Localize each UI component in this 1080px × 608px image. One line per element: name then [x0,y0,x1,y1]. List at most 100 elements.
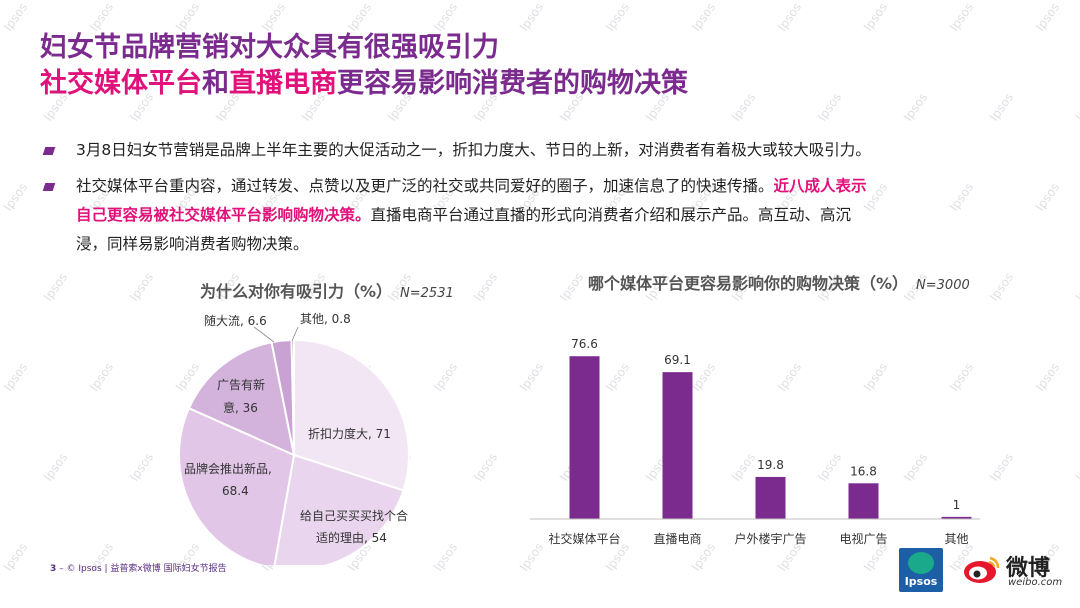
watermark-text: Ipsos [0,180,31,214]
watermark-text: Ipsos [86,0,117,34]
watermark-text: Ipsos [172,0,203,34]
watermark-text: Ipsos [1072,270,1080,304]
bar-value-label: 1 [953,498,961,512]
bar-value-label: 76.6 [571,337,598,351]
title-line-2: 社交媒体平台和直播电商更容易影响消费者的购物决策 [40,66,688,102]
watermark-text: Ipsos [1032,360,1063,394]
bullet-text: 直播电商平台通过直播的形式向消费者介绍和展示产品。高互动、高沉 [370,206,852,224]
bullet-marker-icon [42,147,56,155]
pie-label-reason-2: 适的理由, 54 [316,530,387,545]
ipsos-logo: Ipsos [899,548,943,592]
footer-dash: – [59,564,64,574]
pie-chart-title: 为什么对你有吸引力（%） N=2531 [200,278,454,302]
pie-slice [178,406,296,565]
watermark-text: Ipsos [86,360,117,394]
title-connector: 和 [202,68,229,99]
watermark-text: Ipsos [470,450,501,484]
footer-text: © Ipsos | 益普索x微博 国际妇女节报告 [66,564,227,574]
watermark-text: Ipsos [0,0,31,34]
watermark-text: Ipsos [430,0,461,34]
pie-label-newproduct-2: 68.4 [222,484,249,498]
bar [848,483,879,519]
watermark-text: Ipsos [470,270,501,304]
watermark-text: Ipsos [946,0,977,34]
bullet-text: 浸，同样易影响消费者购物决策。 [76,235,309,253]
title-highlight-social: 社交媒体平台 [40,68,202,99]
watermark-text: Ipsos [40,270,71,304]
bullet-item: 社交媒体平台重内容，通过转发、点赞以及更广泛的社交或共同爱好的圈子，加速信息了的… [40,172,1000,259]
bar-category-label: 电视广告 [839,531,887,546]
pie-title-text: 为什么对你有吸引力（%） [200,282,393,301]
pie-label-reason-1: 给自己买买买找个合 [300,508,408,523]
pie-label-ad-2: 意, 36 [223,400,258,415]
watermark-text: Ipsos [1072,450,1080,484]
watermark-text: Ipsos [728,90,759,124]
pie-slice [273,453,405,565]
bar-title-text: 哪个媒体平台更容易影响你的购物决策（%） [588,274,909,293]
bullet-marker-icon [42,183,56,191]
bullet-item: 3月8日妇女节营销是品牌上半年主要的大促活动之一，折扣力度大、节日的上新，对消费… [40,136,1000,165]
bar [662,372,693,519]
watermark-text: Ipsos [0,540,31,574]
watermark-text: Ipsos [774,0,805,34]
bar [941,516,972,519]
watermark-text: Ipsos [516,0,547,34]
watermark-text: Ipsos [986,450,1017,484]
bar-category-label: 户外楼宇广告 [734,531,806,546]
watermark-text: Ipsos [688,0,719,34]
title-rest: 更容易影响消费者的购物决策 [337,68,688,99]
watermark-text: Ipsos [986,90,1017,124]
bullet-highlight: 自己更容易被社交媒体平台影响购物决策。 [76,206,371,224]
watermark-text: Ipsos [344,0,375,34]
bar [755,476,786,519]
bullet-text: 社交媒体平台重内容，通过转发、点赞以及更广泛的社交或共同爱好的圈子，加速信息了的… [76,177,774,195]
bar [569,356,600,519]
pie-slice [187,341,296,457]
pie-label-discount: 折扣力度大, 71 [308,426,391,441]
watermark-text: Ipsos [126,270,157,304]
watermark-text: Ipsos [258,0,289,34]
watermark-text: Ipsos [900,90,931,124]
pie-label-other: 其他, 0.8 [300,312,351,326]
bar-category-label: 直播电商 [653,531,701,546]
bar-chart: 76.6 社交媒体平台 69.1 直播电商 19.8 户外楼宇广告 16.8 电视广告 1 其他 [530,337,980,546]
ipsos-logo-text: Ipsos [904,575,938,588]
bar-value-label: 19.8 [757,458,784,472]
weibo-logo: 微博 weibo.com [958,548,1070,592]
title-line-1: 妇女节品牌营销对大众具有很强吸引力 [40,32,499,63]
bullet-highlight: 近八成人表示 [773,177,867,195]
bar-sample-size: N=3000 [916,278,970,293]
watermark-text: Ipsos [556,270,587,304]
page-number: 3 [50,564,57,574]
bullet-text: 3月8日妇女节营销是品牌上半年主要的大促活动之一，折扣力度大、节日的上新，对消费… [76,141,871,159]
bar-category-label: 其他 [944,532,968,546]
bar-value-label: 69.1 [664,353,691,367]
watermark-text: Ipsos [0,360,31,394]
watermark-text: Ipsos [986,270,1017,304]
pie-chart: 折扣力度大, 71 给自己买买买找个合 适的理由, 54 品牌会推出新品, 68… [178,312,410,565]
bar-value-label: 16.8 [850,464,877,478]
watermark-text: Ipsos [40,450,71,484]
weibo-logo-text: 微博 [1006,556,1051,581]
watermark-text: Ipsos [1032,180,1063,214]
title-highlight-live: 直播电商 [229,68,337,99]
pie-label-newproduct-1: 品牌会推出新品, [184,461,272,476]
bar-category-label: 社交媒体平台 [548,531,620,546]
pie-leader-line [291,326,299,342]
slide-title: 妇女节品牌营销对大众具有很强吸引力 社交媒体平台和直播电商更容易影响消费者的购物… [40,30,688,102]
pie-sample-size: N=2531 [400,286,454,301]
bullet-list: 3月8日妇女节营销是品牌上半年主要的大促活动之一，折扣力度大、节日的上新，对消费… [40,136,1000,259]
bar-chart-title: 哪个媒体平台更容易影响你的购物决策（%） N=3000 [588,270,970,294]
weibo-url: weibo.com [1008,577,1063,588]
pie-leader-line [253,326,275,343]
weibo-eye-icon [964,556,1000,583]
ipsos-ring-icon [908,552,934,574]
footer: 3 – © Ipsos | 益普索x微博 国际妇女节报告 [50,561,227,574]
watermark-text: Ipsos [1032,0,1063,34]
pie-label-follow: 随大流, 6.6 [204,313,267,328]
watermark-text: Ipsos [602,0,633,34]
watermark-text: Ipsos [1072,90,1080,124]
watermark-text: Ipsos [860,0,891,34]
watermark-text: Ipsos [814,90,845,124]
pie-slice [293,338,410,492]
